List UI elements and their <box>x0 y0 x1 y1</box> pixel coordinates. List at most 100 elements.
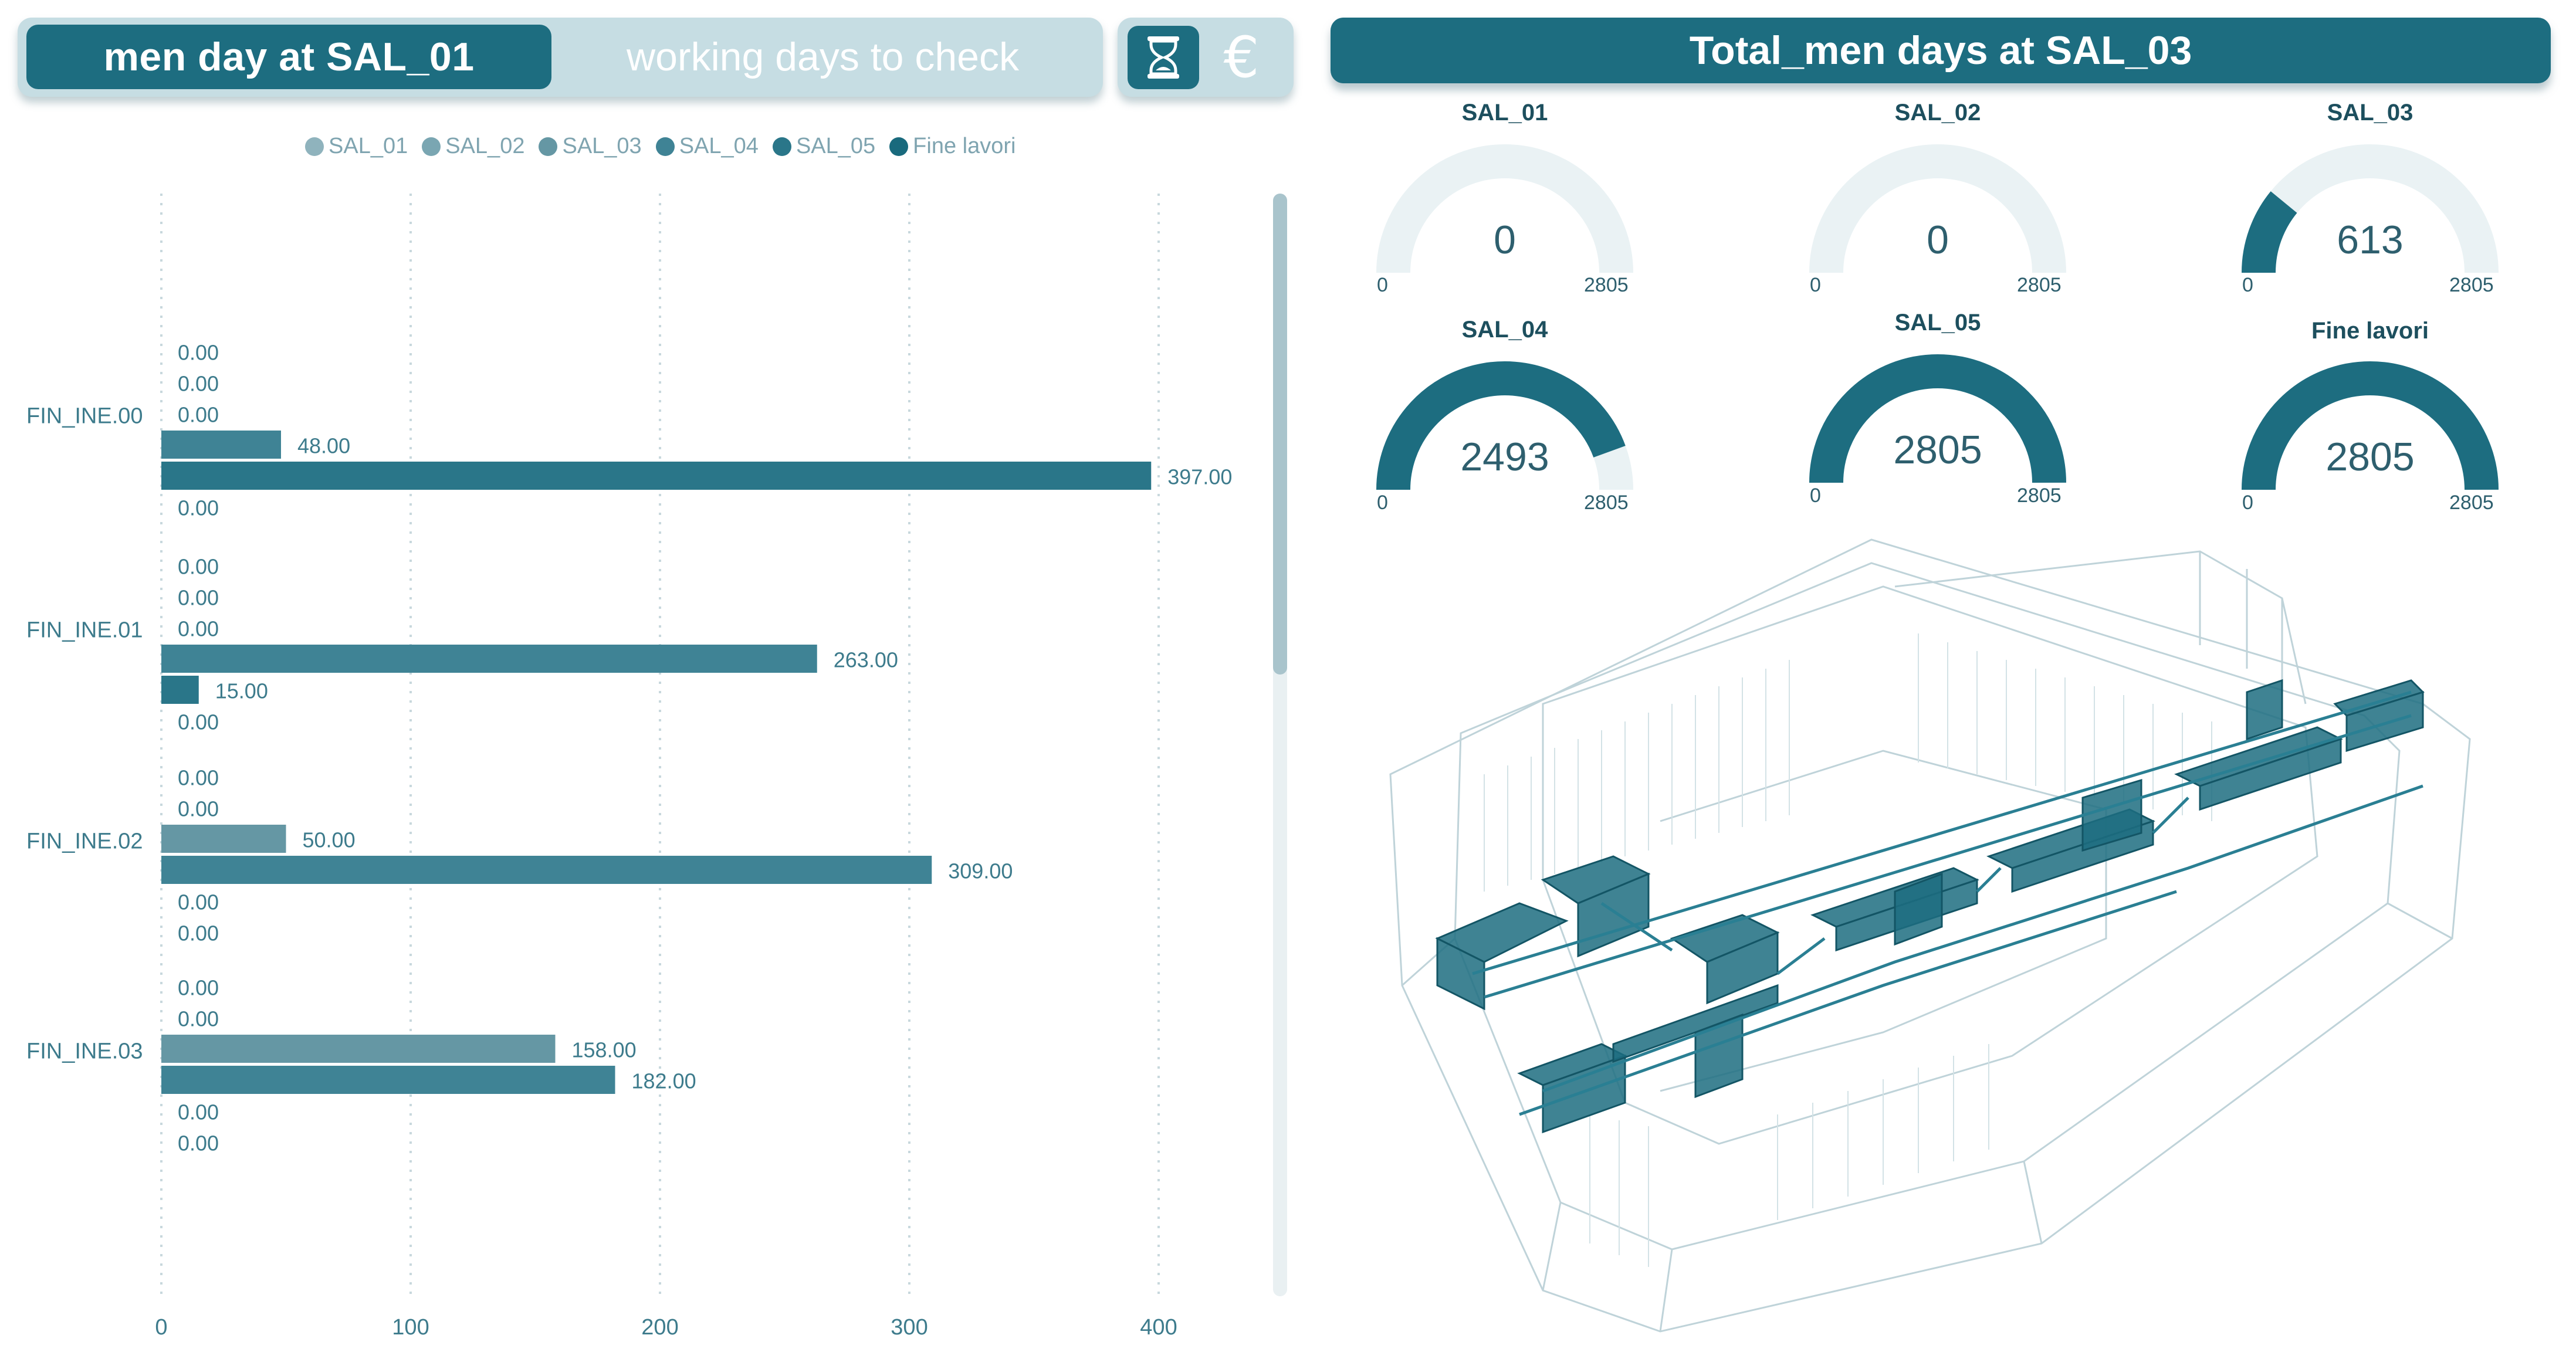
gauge-max: 2805 <box>1584 274 1629 296</box>
category-label: FIN_INE.00 <box>26 404 143 429</box>
legend-dot <box>422 137 441 156</box>
euro-icon[interactable]: € <box>1223 25 1260 90</box>
building-wireframe <box>1389 538 2471 1333</box>
x-tick-label: 200 <box>641 1315 678 1340</box>
data-label: 182.00 <box>632 1069 696 1093</box>
legend-label: SAL_02 <box>445 134 525 158</box>
hourglass-icon[interactable] <box>1128 26 1199 89</box>
gauge-fill <box>1809 354 2066 483</box>
legend-label: SAL_01 <box>329 134 408 158</box>
gauge-max: 2805 <box>2449 274 2494 296</box>
gauge-value: 613 <box>2337 218 2404 262</box>
category-label: FIN_INE.01 <box>26 618 143 643</box>
data-label: 0.00 <box>178 797 219 821</box>
gauge-min: 0 <box>2242 492 2253 514</box>
data-label: 158.00 <box>572 1038 637 1062</box>
x-tick-label: 100 <box>392 1315 429 1340</box>
legend-item[interactable]: SAL_04 <box>655 134 759 159</box>
legend-item[interactable]: Fine lavori <box>889 134 1015 159</box>
legend-dot <box>889 137 909 156</box>
bar-chart: 0 100 200 300 400 FIN_INE.00 0.00 0.00 0.00 48.00… <box>26 194 1232 1340</box>
gauge-arc <box>2242 144 2499 273</box>
tab-working-days[interactable]: working days to check <box>627 35 1019 79</box>
legend-label: SAL_03 <box>562 134 642 158</box>
data-label: 0.00 <box>178 403 219 427</box>
x-tick-label: 0 <box>155 1315 167 1340</box>
bar[interactable] <box>161 1035 556 1063</box>
gauge-max: 2805 <box>1584 492 1629 514</box>
gauge-value: 0 <box>1927 218 1949 262</box>
gauge-min: 0 <box>2242 274 2253 296</box>
gauge-title: Fine lavori <box>2311 318 2429 344</box>
data-label: 0.00 <box>178 617 219 641</box>
gauge-track <box>1809 144 2066 273</box>
gauge-title: SAL_03 <box>2327 100 2413 126</box>
gauge-min: 0 <box>1810 484 1821 507</box>
bar[interactable] <box>161 856 932 884</box>
category-label: FIN_INE.02 <box>26 829 143 854</box>
data-label: 0.00 <box>178 1007 219 1031</box>
gauge-title: SAL_05 <box>1894 310 1981 336</box>
gauge-track <box>1376 144 1633 273</box>
gauge-arc <box>2242 361 2499 490</box>
building-windows <box>1484 633 2212 1267</box>
data-label: 0.00 <box>178 890 219 914</box>
legend-label: SAL_04 <box>679 134 759 158</box>
legend-item[interactable]: SAL_03 <box>539 134 642 159</box>
legend-label: SAL_05 <box>796 134 876 158</box>
gauge-title: SAL_04 <box>1461 317 1548 343</box>
legend-item[interactable]: SAL_02 <box>422 134 524 159</box>
gauge-sal-05: SAL_05 2805 0 2805 <box>1785 310 2090 556</box>
gauge-min: 0 <box>1377 274 1388 296</box>
data-label: 263.00 <box>834 648 898 672</box>
gauge-sal-01: SAL_01 0 0 2805 <box>1352 97 1657 343</box>
mep-piping <box>1472 690 2423 1116</box>
tab-men-day[interactable]: men day at SAL_01 <box>26 25 551 89</box>
gauge-sal-02: SAL_02 0 0 2805 <box>1785 97 2090 343</box>
legend-dot <box>655 137 675 156</box>
bar[interactable] <box>161 1066 615 1094</box>
bar[interactable] <box>161 462 1152 490</box>
bar[interactable] <box>161 676 199 704</box>
gauge-arc <box>1809 354 2066 483</box>
data-label: 0.00 <box>178 586 219 610</box>
gauge-sal-03: SAL_03 613 0 2805 <box>2218 97 2523 343</box>
total-men-days-title: Total_men days at SAL_03 <box>1331 18 2551 83</box>
data-label: 0.00 <box>178 766 219 790</box>
gauge-max: 2805 <box>2449 492 2494 514</box>
data-label: 0.00 <box>178 710 219 734</box>
building-3d-model[interactable] <box>1367 528 2493 1337</box>
data-label: 50.00 <box>303 828 356 852</box>
bar[interactable] <box>161 431 281 459</box>
legend-dot <box>539 137 558 156</box>
x-tick-label: 400 <box>1140 1315 1177 1340</box>
gauge-arc <box>1376 144 1633 273</box>
data-label: 309.00 <box>948 859 1013 883</box>
gauge-fill <box>2242 361 2499 490</box>
legend-item[interactable]: SAL_05 <box>772 134 876 159</box>
gauge-title: SAL_01 <box>1461 100 1548 126</box>
gauge-value: 0 <box>1494 218 1516 262</box>
chart-scrollbar-thumb[interactable] <box>1273 194 1287 675</box>
mep-systems <box>1435 679 2425 1134</box>
gauge-fine-lavori: Fine lavori 2805 0 2805 <box>2218 317 2523 563</box>
legend-label: Fine lavori <box>913 134 1016 158</box>
bar[interactable] <box>161 645 817 673</box>
legend-dot <box>305 137 324 156</box>
gauge-value: 2805 <box>1893 428 1982 472</box>
data-label: 0.00 <box>178 1131 219 1155</box>
data-label: 397.00 <box>1167 465 1232 489</box>
gauge-min: 0 <box>1810 274 1821 296</box>
gauge-max: 2805 <box>2017 484 2062 507</box>
gauge-fill <box>1376 361 1626 490</box>
gauge-min: 0 <box>1377 492 1388 514</box>
data-label: 48.00 <box>297 434 350 458</box>
legend-dot <box>772 137 791 156</box>
category-label: FIN_INE.03 <box>26 1039 143 1064</box>
gauge-title: SAL_02 <box>1894 100 1981 126</box>
data-label: 0.00 <box>178 921 219 946</box>
gauge-max: 2805 <box>2017 274 2062 296</box>
gauge-value: 2493 <box>1460 435 1549 479</box>
bar[interactable] <box>161 825 286 853</box>
legend-item[interactable]: SAL_01 <box>305 134 408 159</box>
